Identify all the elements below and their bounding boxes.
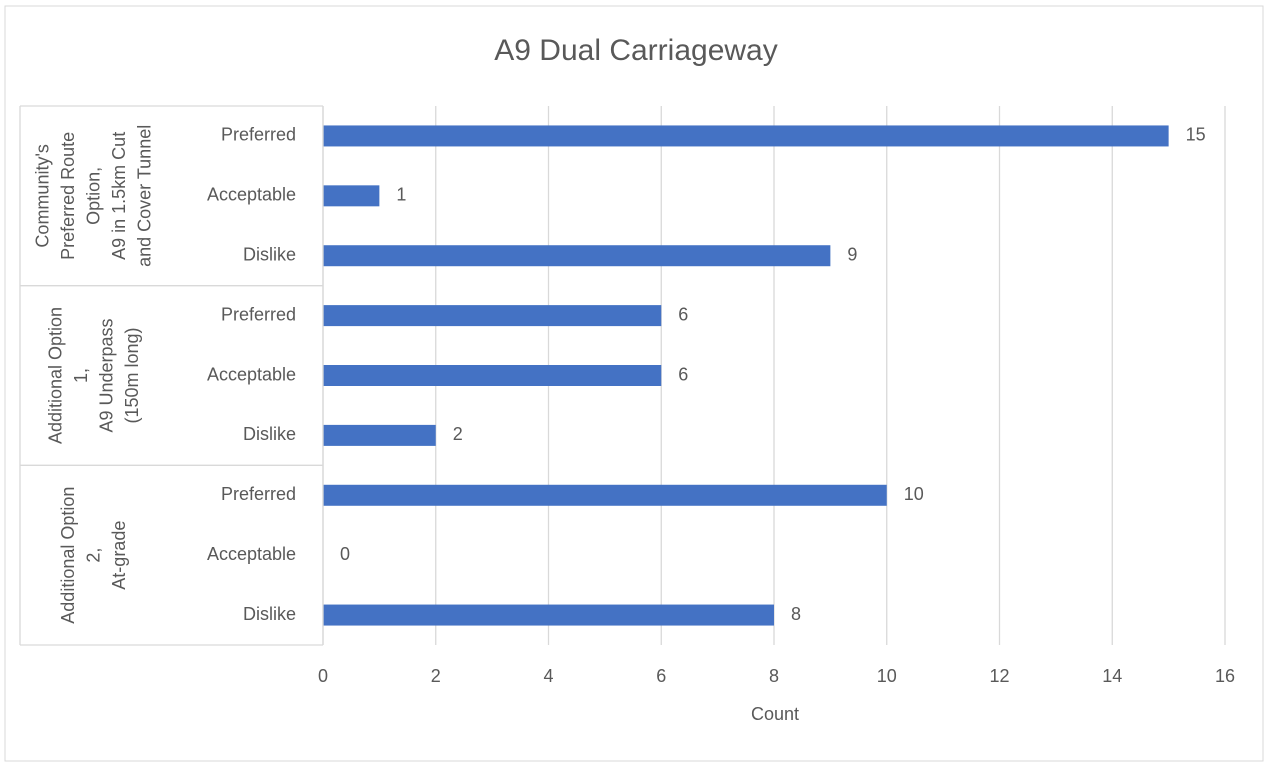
x-tick-label: 6 bbox=[656, 666, 666, 686]
y-tick-label: Acceptable bbox=[207, 544, 296, 564]
group-label: and Cover Tunnel bbox=[135, 125, 155, 267]
group-label: Preferred Route bbox=[58, 132, 78, 260]
value-label: 6 bbox=[678, 364, 688, 384]
value-label: 15 bbox=[1186, 125, 1206, 145]
y-tick-label: Dislike bbox=[243, 244, 296, 264]
value-label: 10 bbox=[904, 484, 924, 504]
bar bbox=[323, 125, 1169, 147]
value-label: 6 bbox=[678, 304, 688, 324]
bar bbox=[323, 185, 380, 207]
y-tick-label: Preferred bbox=[221, 304, 296, 324]
bar bbox=[323, 604, 774, 626]
group-label: A9 in 1.5km Cut bbox=[109, 132, 129, 260]
group-label: A9 Underpass bbox=[97, 318, 117, 432]
x-tick-label: 0 bbox=[318, 666, 328, 686]
x-tick-label: 4 bbox=[543, 666, 553, 686]
group-label: (150m long) bbox=[122, 327, 142, 423]
group-label: Additional Option bbox=[58, 487, 78, 624]
value-label: 8 bbox=[791, 604, 801, 624]
y-tick-label: Acceptable bbox=[207, 185, 296, 205]
bar bbox=[323, 484, 887, 506]
group-label: Additional Option bbox=[46, 307, 66, 444]
bar bbox=[323, 245, 831, 267]
y-tick-label: Dislike bbox=[243, 424, 296, 444]
x-tick-label: 8 bbox=[769, 666, 779, 686]
x-tick-label: 16 bbox=[1215, 666, 1235, 686]
value-label: 1 bbox=[396, 185, 406, 205]
y-tick-label: Dislike bbox=[243, 604, 296, 624]
x-tick-label: 12 bbox=[989, 666, 1009, 686]
group-label: 2, bbox=[84, 548, 104, 563]
x-tick-label: 10 bbox=[877, 666, 897, 686]
bar bbox=[323, 305, 662, 327]
group-label: Community's bbox=[33, 144, 53, 247]
y-tick-label: Preferred bbox=[221, 484, 296, 504]
group-label: 1, bbox=[71, 368, 91, 383]
x-tick-label: 2 bbox=[431, 666, 441, 686]
group-label: Option, bbox=[84, 167, 104, 225]
value-label: 0 bbox=[340, 544, 350, 564]
y-tick-label: Preferred bbox=[221, 125, 296, 145]
group-label: At-grade bbox=[109, 521, 129, 590]
x-tick-label: 14 bbox=[1102, 666, 1122, 686]
bar bbox=[323, 365, 662, 386]
chart-title: A9 Dual Carriageway bbox=[494, 34, 777, 67]
bar bbox=[323, 424, 436, 446]
value-label: 2 bbox=[453, 424, 463, 444]
x-axis-title: Count bbox=[751, 704, 799, 724]
value-label: 9 bbox=[847, 244, 857, 264]
y-tick-label: Acceptable bbox=[207, 364, 296, 384]
